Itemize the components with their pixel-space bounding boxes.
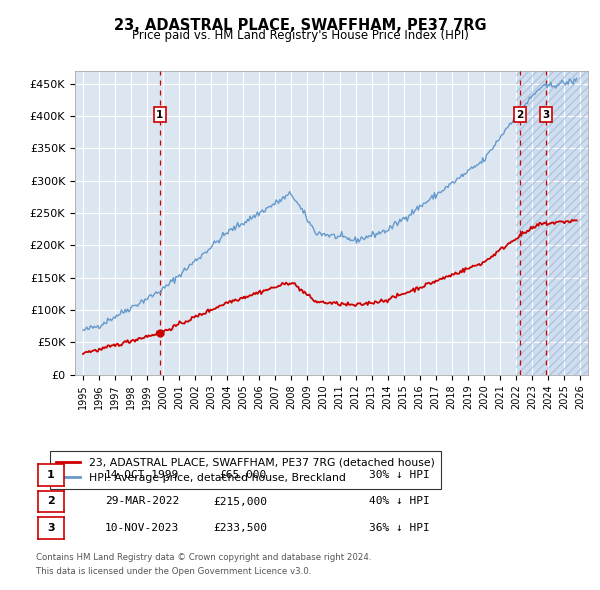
Text: Contains HM Land Registry data © Crown copyright and database right 2024.: Contains HM Land Registry data © Crown c… bbox=[36, 553, 371, 562]
Text: 14-OCT-1999: 14-OCT-1999 bbox=[105, 470, 179, 480]
Text: 3: 3 bbox=[542, 110, 550, 120]
Bar bbox=[516, 71, 588, 375]
Text: 23, ADASTRAL PLACE, SWAFFHAM, PE37 7RG: 23, ADASTRAL PLACE, SWAFFHAM, PE37 7RG bbox=[113, 18, 487, 32]
Text: 1: 1 bbox=[47, 470, 55, 480]
Legend: 23, ADASTRAL PLACE, SWAFFHAM, PE37 7RG (detached house), HPI: Average price, det: 23, ADASTRAL PLACE, SWAFFHAM, PE37 7RG (… bbox=[50, 451, 441, 489]
Text: 2: 2 bbox=[47, 497, 55, 506]
Text: 30% ↓ HPI: 30% ↓ HPI bbox=[369, 470, 430, 480]
Text: Price paid vs. HM Land Registry's House Price Index (HPI): Price paid vs. HM Land Registry's House … bbox=[131, 30, 469, 42]
Text: £233,500: £233,500 bbox=[213, 523, 267, 533]
Bar bbox=[516, 71, 588, 375]
Text: £65,000: £65,000 bbox=[220, 470, 267, 480]
Text: 36% ↓ HPI: 36% ↓ HPI bbox=[369, 523, 430, 533]
Text: This data is licensed under the Open Government Licence v3.0.: This data is licensed under the Open Gov… bbox=[36, 566, 311, 576]
Text: 2: 2 bbox=[516, 110, 523, 120]
Text: £215,000: £215,000 bbox=[213, 497, 267, 506]
Text: 10-NOV-2023: 10-NOV-2023 bbox=[105, 523, 179, 533]
Text: 40% ↓ HPI: 40% ↓ HPI bbox=[369, 497, 430, 506]
Text: 1: 1 bbox=[156, 110, 163, 120]
Text: 29-MAR-2022: 29-MAR-2022 bbox=[105, 497, 179, 506]
Text: 3: 3 bbox=[47, 523, 55, 533]
